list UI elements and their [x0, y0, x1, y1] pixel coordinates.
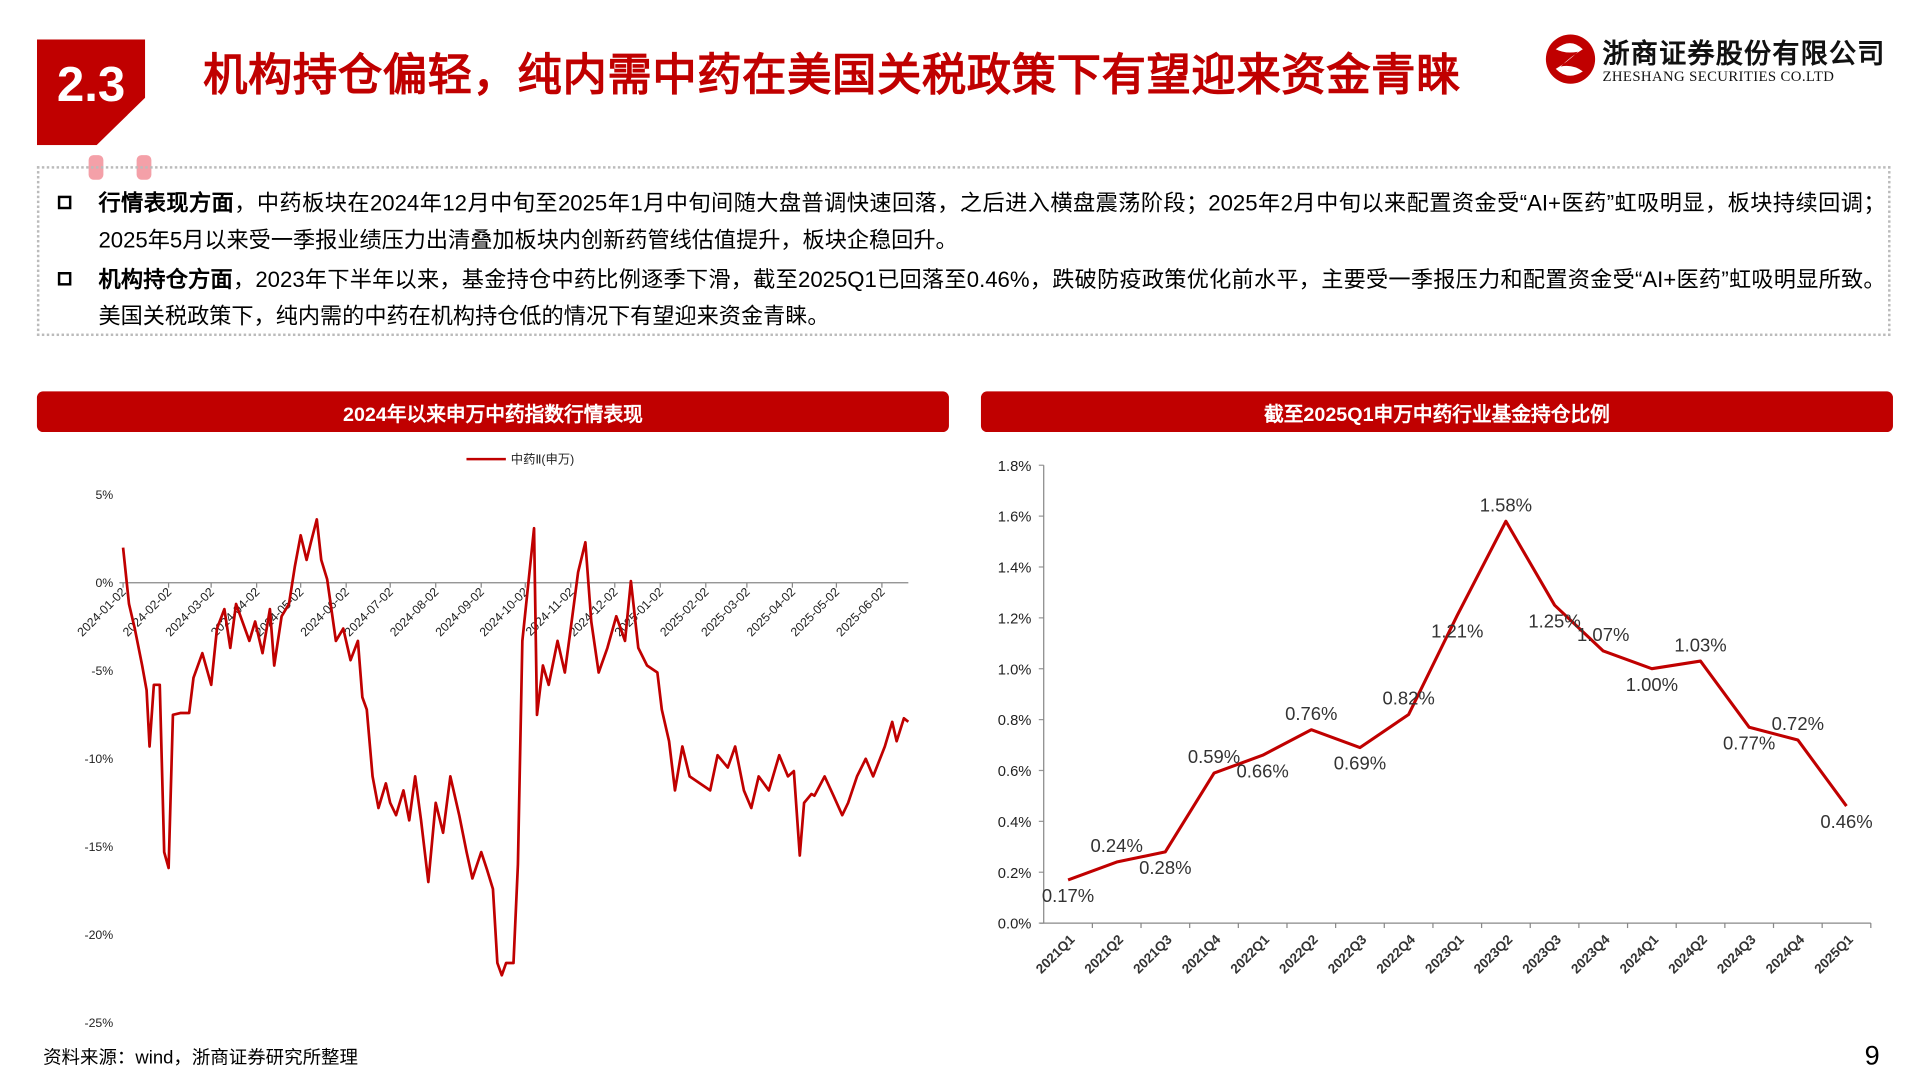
- y-tick-label: -25%: [85, 1016, 114, 1030]
- data-label: 0.72%: [1772, 713, 1824, 734]
- x-tick-label: 2024Q4: [1763, 932, 1808, 977]
- line-series: [121, 518, 910, 977]
- y-tick-label: 1.2%: [998, 611, 1032, 627]
- x-tick-label: 2021Q3: [1130, 932, 1175, 977]
- data-label: 1.03%: [1674, 634, 1726, 655]
- data-label: 0.17%: [1042, 885, 1094, 906]
- data-label: 1.21%: [1431, 620, 1483, 641]
- x-tick-label: 2023Q3: [1519, 932, 1564, 977]
- chart-title: 截至2025Q1申万中药行业基金持仓比例: [980, 391, 1893, 433]
- line-series: [1067, 519, 1848, 882]
- y-tick-label: 1.0%: [998, 662, 1032, 678]
- data-label: 0.77%: [1723, 732, 1775, 753]
- data-label: 0.66%: [1236, 760, 1288, 781]
- x-tick-label: 2025-06-02: [833, 585, 887, 639]
- y-tick-label: 0.6%: [998, 764, 1032, 780]
- data-label: 0.59%: [1188, 746, 1240, 767]
- bullet: 行情表现方面，中药板块在2024年12月中旬至2025年1月中旬间随大盘普调快速…: [98, 185, 1885, 259]
- data-label: 1.25%: [1528, 610, 1580, 631]
- bullet-icon: [57, 272, 72, 286]
- bullet-heading: 行情表现方面: [98, 190, 235, 216]
- x-tick-label: 2024Q2: [1665, 932, 1710, 977]
- y-tick-label: 0.8%: [998, 713, 1032, 729]
- legend-label: 中药Ⅱ(申万): [511, 451, 574, 466]
- y-tick-label: -10%: [85, 752, 114, 766]
- x-tick-label: 2022Q1: [1228, 932, 1273, 977]
- y-tick-label: 0.4%: [998, 815, 1032, 831]
- text-box: [36, 166, 1891, 337]
- company-name: 浙商证券股份有限公司: [1602, 38, 1886, 69]
- data-label: 1.58%: [1480, 494, 1532, 515]
- x-tick-label: 2021Q4: [1179, 932, 1224, 977]
- y-tick-label: 0%: [95, 576, 113, 590]
- data-label: 0.46%: [1820, 811, 1872, 832]
- x-tick-label: 2022Q2: [1276, 932, 1321, 977]
- bullet-text: ，中药板块在2024年12月中旬至2025年1月中旬间随大盘普调快速回落，之后进…: [98, 190, 1886, 253]
- y-tick-label: 0.0%: [998, 917, 1032, 933]
- data-label: 0.24%: [1091, 835, 1143, 856]
- data-label: 1.00%: [1626, 674, 1678, 695]
- x-tick-label: 2025Q1: [1811, 932, 1856, 977]
- data-label: 0.82%: [1382, 688, 1434, 709]
- x-tick-label: 2022Q4: [1373, 932, 1418, 977]
- y-tick-label: -20%: [85, 928, 114, 942]
- y-tick-label: 1.6%: [998, 510, 1032, 526]
- bullet-icon: [57, 195, 72, 210]
- y-tick-label: 5%: [95, 488, 113, 502]
- x-tick-label: 2022Q3: [1325, 932, 1370, 977]
- y-tick-label: -5%: [91, 664, 113, 678]
- chart-title: 2024年以来申万中药指数行情表现: [36, 391, 949, 433]
- page-number: 9: [1864, 1040, 1880, 1071]
- y-tick-label: 1.4%: [998, 561, 1032, 577]
- company-name-en: ZHESHANG SECURITIES CO.LTD: [1602, 67, 1835, 85]
- y-tick-label: 0.2%: [998, 866, 1032, 882]
- data-label: 1.07%: [1577, 624, 1629, 645]
- x-tick-label: 2021Q2: [1082, 932, 1127, 977]
- data-label: 0.69%: [1334, 753, 1386, 774]
- y-tick-label: 1.8%: [998, 459, 1032, 475]
- data-label: 0.28%: [1139, 857, 1191, 878]
- section-number: 2.3: [36, 39, 146, 146]
- source: 资料来源：wind，浙商证券研究所整理: [43, 1047, 358, 1069]
- bullet: 机构持仓方面，2023年下半年以来，基金持仓中药比例逐季下滑，截至2025Q1已…: [98, 261, 1885, 335]
- bullet-text: ，2023年下半年以来，基金持仓中药比例逐季下滑，截至2025Q1已回落至0.4…: [98, 267, 1886, 329]
- x-tick-label: 2024Q1: [1617, 932, 1662, 977]
- bullet-heading: 机构持仓方面: [98, 267, 233, 292]
- y-tick-label: -15%: [85, 840, 114, 854]
- x-tick-label: 2023Q1: [1422, 932, 1467, 977]
- x-tick-label: 2023Q4: [1568, 932, 1613, 977]
- x-tick-label: 2021Q1: [1033, 932, 1078, 977]
- logo-icon: [1545, 34, 1596, 84]
- data-label: 0.76%: [1285, 703, 1337, 724]
- slide-title: 机构持仓偏轻，纯内需中药在美国关税政策下有望迎来资金青睐: [203, 49, 1461, 100]
- x-tick-label: 2023Q2: [1471, 932, 1516, 977]
- x-tick-label: 2024Q3: [1714, 932, 1759, 977]
